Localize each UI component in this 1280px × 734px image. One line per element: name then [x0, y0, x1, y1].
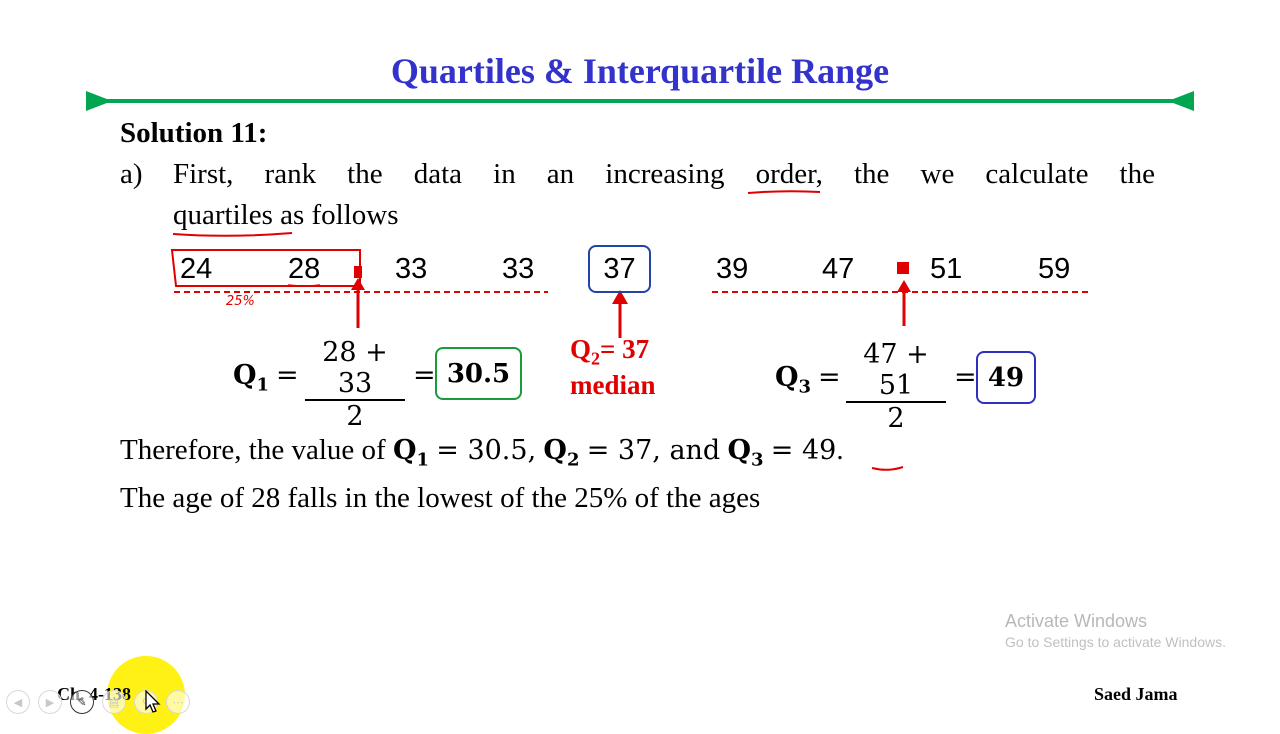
- part-a-line2: quartiles as follows: [173, 199, 399, 231]
- therefore-sentence: Therefore, the value of Q1 = 30.5, Q2 = …: [120, 434, 844, 471]
- equals-sign: =: [276, 360, 299, 391]
- data-value: 47: [822, 253, 855, 285]
- q3-label: Q3: [775, 362, 812, 398]
- q1-fraction: 28 + 33 2: [305, 337, 405, 432]
- slides-icon[interactable]: ▤: [102, 690, 126, 714]
- data-value: 28: [288, 253, 321, 285]
- handwritten-25-percent: 25%: [226, 294, 255, 309]
- q2-symbol: Q2: [543, 435, 580, 471]
- q3-numerator: 47 + 51: [846, 339, 946, 403]
- equals-sign: =: [954, 362, 977, 393]
- data-value: 33: [502, 253, 535, 285]
- part-a-label: a): [120, 158, 143, 190]
- mouse-cursor-icon: [145, 690, 161, 713]
- q1-result-box: 30.5: [435, 347, 522, 400]
- prev-icon[interactable]: ◀: [6, 690, 30, 714]
- q3-fraction: 47 + 51 2: [846, 339, 946, 434]
- q1-denominator: 2: [346, 401, 364, 432]
- equals-sign: =: [818, 362, 841, 393]
- data-value: 24: [180, 253, 213, 285]
- activate-windows-title: Activate Windows: [1005, 611, 1148, 631]
- activate-windows-subtitle: Go to Settings to activate Windows.: [1005, 634, 1226, 650]
- part-a-line1: a) First, rank the data in an increasing…: [120, 158, 1155, 191]
- equals-sign: =: [413, 360, 436, 391]
- q3-symbol: Q3: [727, 435, 764, 471]
- rule-right-arrow: [1168, 91, 1194, 111]
- presentation-toolbar: ◀ ▶ ✎ ▤ ⚲ ⋯: [6, 690, 190, 714]
- q3-denominator: 2: [887, 403, 905, 434]
- age-sentence: The age of 28 falls in the lowest of the…: [120, 482, 761, 514]
- q2-label: Q2= 37: [570, 334, 650, 369]
- data-value: 59: [1038, 253, 1071, 285]
- data-value: 39: [716, 253, 749, 285]
- q1-label: Q1: [233, 360, 270, 396]
- median-caption: median: [570, 370, 656, 400]
- pen-icon[interactable]: ✎: [70, 690, 94, 714]
- q3-result-box: 49: [976, 351, 1036, 404]
- rule-left-arrow: [86, 91, 112, 111]
- title-rule: [86, 91, 1194, 111]
- part-a-text: First, rank the data in an increasing or…: [173, 158, 1155, 190]
- next-icon[interactable]: ▶: [38, 690, 62, 714]
- q1-symbol: Q1: [392, 435, 429, 471]
- median-value-box: 37: [588, 245, 651, 293]
- slide-title: Quartiles & Interquartile Range: [390, 51, 890, 91]
- data-value: 33: [395, 253, 428, 285]
- more-icon[interactable]: ⋯: [166, 690, 190, 714]
- data-value: 51: [930, 253, 963, 285]
- solution-heading: Solution 11:: [120, 117, 268, 149]
- author-name: Saed Jama: [1094, 684, 1178, 704]
- q1-numerator: 28 + 33: [305, 337, 405, 401]
